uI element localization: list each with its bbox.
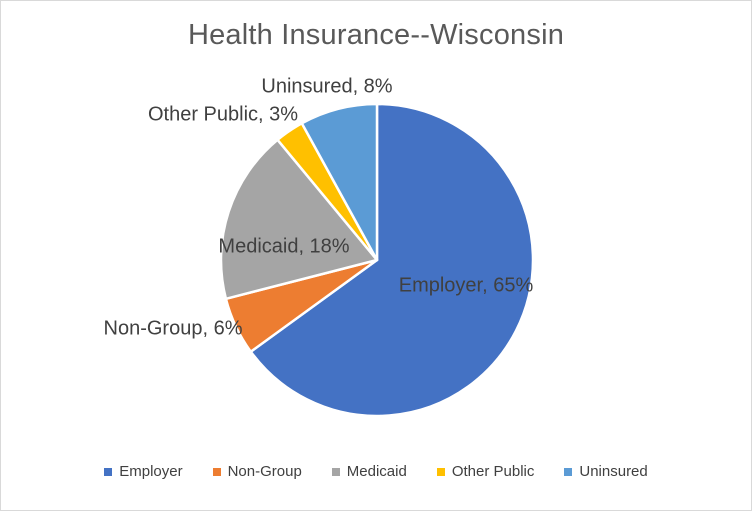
legend-swatch-non-group-icon xyxy=(212,467,221,476)
legend-swatch-medicaid-icon xyxy=(331,467,340,476)
pie-slice-medicaid xyxy=(219,138,379,301)
chart-title: Health Insurance--Wisconsin xyxy=(187,19,565,51)
legend-swatch-employer-icon xyxy=(104,467,113,476)
legend-swatch-uninsured-icon xyxy=(564,467,573,476)
legend-label-employer: Employer xyxy=(119,463,183,480)
legend: Employer Non-Group Medicaid Other Public… xyxy=(1,463,751,480)
pie-slice-employer xyxy=(249,102,535,418)
legend-label-medicaid: Medicaid xyxy=(346,463,407,480)
legend-label-non-group: Non-Group xyxy=(227,463,302,480)
legend-item-other-public: Other Public xyxy=(436,463,535,480)
legend-item-uninsured: Uninsured xyxy=(564,463,648,480)
legend-label-uninsured: Uninsured xyxy=(579,463,648,480)
legend-item-non-group: Non-Group xyxy=(212,463,302,480)
legend-swatch-other-public-icon xyxy=(436,467,445,476)
legend-label-other-public: Other Public xyxy=(451,463,535,480)
pie-slice-uninsured xyxy=(300,102,379,262)
legend-item-employer: Employer xyxy=(104,463,183,480)
legend-item-medicaid: Medicaid xyxy=(331,463,407,480)
